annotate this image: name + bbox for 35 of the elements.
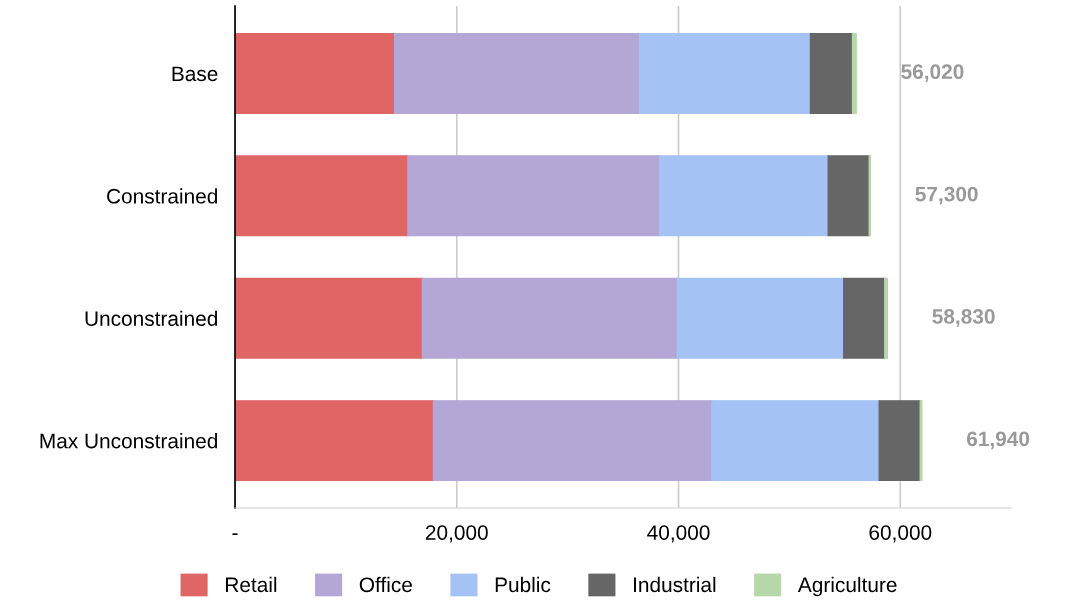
x-tick-label: 20,000 [425, 525, 488, 543]
total-label: 61,940 [967, 431, 1030, 450]
bar [393, 32, 641, 114]
bar [827, 155, 870, 237]
legend-label: Agriculture [797, 576, 897, 597]
bar [432, 400, 713, 482]
bar [843, 277, 886, 359]
bar [235, 400, 435, 482]
y-tick-label: Unconstrained [85, 310, 217, 326]
y-tick-label: Base [172, 66, 218, 82]
y-tick-label: Constrained [107, 188, 217, 204]
y-tick-label: Max Unconstrained [40, 433, 218, 449]
bar [878, 400, 921, 482]
bar [421, 277, 679, 359]
total-label: 57,300 [915, 186, 978, 205]
bar [711, 400, 880, 482]
total-label: 56,020 [901, 64, 964, 83]
x-tick-label: - [232, 533, 238, 535]
bar [851, 32, 857, 114]
bar [235, 32, 396, 114]
bar [676, 277, 845, 359]
bar [639, 32, 812, 114]
bar [235, 155, 409, 237]
bar [658, 155, 829, 237]
x-tick-label: 60,000 [869, 525, 932, 543]
legend-label: Office [359, 576, 412, 593]
bar [235, 277, 424, 359]
bar [407, 155, 661, 237]
bar [884, 277, 889, 359]
total-label: 58,830 [932, 309, 995, 327]
x-tick-label: 40,000 [647, 525, 710, 543]
legend-label: Retail [226, 576, 277, 593]
bar [809, 32, 854, 114]
legend-label: Public [495, 576, 551, 593]
legend-label: Industrial [634, 576, 716, 593]
